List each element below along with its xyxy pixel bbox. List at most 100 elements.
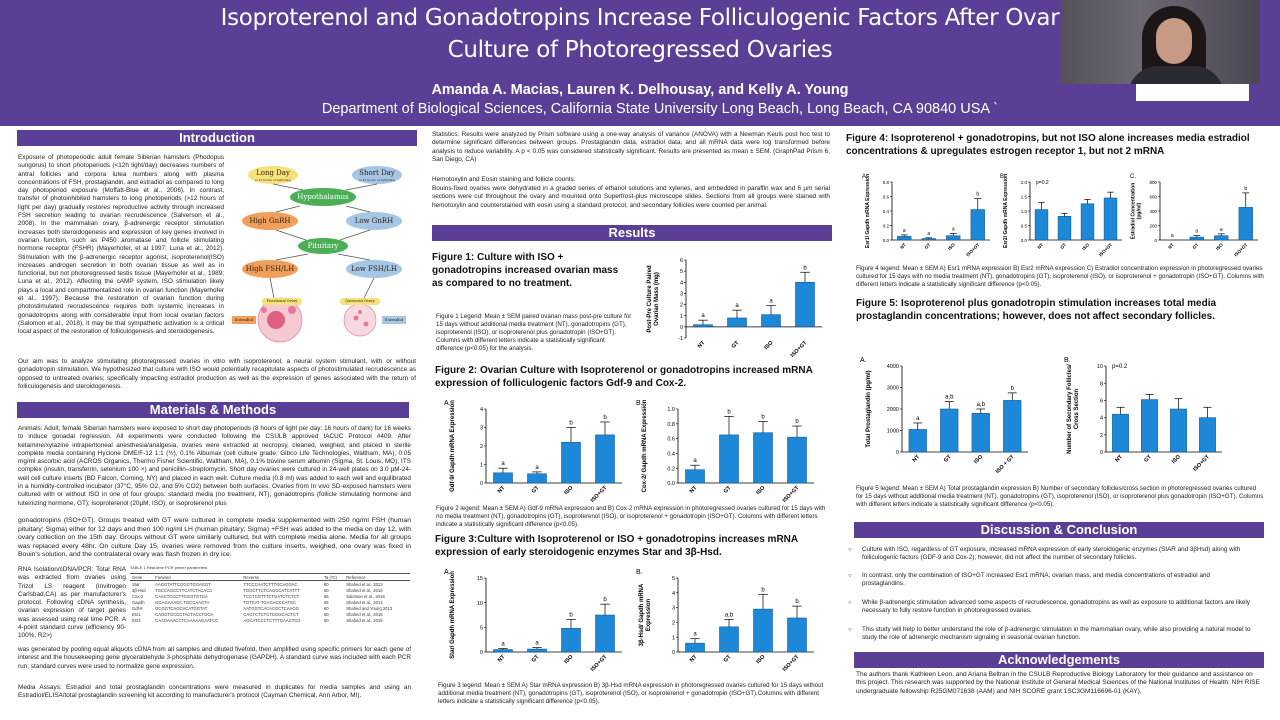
significance-letter: a: [501, 642, 505, 648]
figure2a-chart: A. Gdf-9/ Gapdh mRNA Expression 0 1 2 3 4 a NT a G…: [444, 400, 622, 504]
y-tick-label: 15: [477, 576, 483, 582]
y-tick-label: 1: [672, 635, 675, 641]
y-tick-label: 1.5: [1021, 194, 1028, 199]
table-row: Gapdh GGAGAAAGC TGCCAAGTA TGTCAT TGAGAGCCA…: [130, 599, 410, 605]
table-row: Esr2 CAAGAAACCTCAAAAAGAATCC AGCATCCCTCTTTG…: [130, 617, 410, 623]
panel-label: B.: [636, 569, 643, 576]
bar: [753, 432, 773, 484]
figure3b-chart: B. 3β-Hsd/ Gapdh mRNAExpression 0 1 2 3 4 5 a NT a…: [636, 569, 814, 673]
estradiol-low-label: Estradiol: [382, 316, 406, 324]
significance-letter: a: [952, 226, 955, 232]
bar: [1034, 209, 1049, 241]
bar: [561, 442, 581, 484]
table-cell: Shahed and Young 2013: [346, 605, 393, 611]
y-tick-label: 1: [480, 463, 483, 469]
y-axis-label: 3β-Hsd/ Gapdh mRNAExpression: [639, 583, 652, 646]
table-cell: TCCTCGTTTCTGATCTCTCT: [243, 593, 300, 599]
x-tick-label: ISO+GT: [965, 242, 980, 257]
y-axis-label: Gdf-9/ Gapdh mRNA Expression: [450, 400, 456, 492]
y-tick-label: 0.5: [1021, 223, 1028, 228]
y-axis-label: Cox-2/ Gapdh mRNA Expression: [642, 399, 648, 492]
panel-label: B.: [1000, 174, 1006, 180]
bar: [493, 472, 513, 484]
x-tick-label: GT: [1143, 454, 1153, 464]
figure1-chart: Post-Pre Culture PairedOvarian Mass (mg)…: [647, 258, 822, 359]
y-tick-label: 0.4: [883, 209, 890, 214]
hypothalamus-node: Hypothalamus: [290, 188, 356, 206]
y-tick-label: 0: [672, 650, 675, 656]
x-tick-label: NT: [497, 485, 507, 495]
significance-letter: a: [1171, 233, 1174, 239]
figure4a-chart: A.Esr1/ Gapdh mRNA Expression 0.0 0.2 0.4 0.…: [862, 174, 990, 257]
table-cell: GGAGAAAGC TGCCAAGTA: [155, 599, 210, 605]
bar: [595, 434, 615, 484]
panel-label: A.: [862, 174, 868, 180]
y-tick-label: 0: [680, 325, 683, 331]
table-cell: Esr2: [132, 617, 141, 623]
x-tick-label: NT: [912, 454, 922, 464]
y-tick-label: 2000: [887, 407, 899, 413]
high-gnrh-node: High GnRH: [242, 212, 298, 230]
figure3-legend: Figure 3 legend: Mean ± SEM A) Star mRNA…: [438, 682, 824, 705]
panel-label: A.: [444, 569, 451, 576]
y-tick-label: 6: [680, 258, 683, 264]
x-tick-label: ISO: [755, 654, 766, 665]
y-tick-label: 0: [480, 650, 483, 656]
presenter-shirt: [1128, 66, 1224, 84]
significance-letter: a: [916, 416, 920, 422]
x-tick-label: GT: [1192, 242, 1200, 250]
acknowledgements-text: The authors thank Kathleen Leon, and Ari…: [856, 671, 1260, 695]
high-fsh-lh-node: High FSH/LH: [242, 260, 298, 278]
y-tick-label: 10: [1097, 364, 1103, 370]
methods-animals-paragraph: Animals: Adult, female Siberian hamsters…: [18, 425, 411, 507]
significance-letter: a: [535, 465, 539, 471]
table-cell: AAGGTATTCGGGTGGAGGT: [155, 581, 211, 587]
bar: [561, 628, 581, 653]
table-cell: TGTCAT TGAGAGCCATGC: [243, 599, 297, 605]
section-results: Results: [432, 225, 832, 241]
table-cell: TGGCTTCTCAGGCATCATTT: [243, 587, 300, 593]
table-cell: TTCCCAATCTTTGCAGGAC: [243, 581, 298, 587]
figure4-heading: Figure 4: Isoproterenol + gonadotropins,…: [846, 133, 1250, 157]
y-tick-label: 0.8: [667, 422, 675, 428]
affiliation: Department of Biological Sciences, Calif…: [321, 101, 999, 117]
table-row: Esr1 CAGGTGCCCTACTACCTGGA CAGTCTCTCTGGGCAC…: [130, 611, 410, 617]
x-tick-label: NT: [1036, 242, 1044, 250]
y-tick-label: 2.0: [1021, 180, 1028, 185]
significance-letter: b: [603, 597, 607, 603]
y-tick-label: 2: [672, 621, 675, 627]
panel-label: B.: [636, 400, 643, 407]
x-tick-label: GT: [943, 454, 953, 464]
panel-label: A.: [444, 400, 451, 407]
figure5-legend: Figure 5 legend: Mean ± SEM A) Total pro…: [856, 485, 1264, 508]
y-tick-label: 2: [480, 444, 483, 450]
x-tick-label: ISO: [563, 654, 574, 665]
table-cell: CAGGTGCCCTACTACCTGGA: [155, 611, 214, 617]
significance-letter: a,b: [945, 394, 954, 400]
bar: [971, 413, 990, 453]
significance-letter: a: [769, 299, 773, 305]
x-tick-label: GT: [924, 242, 932, 250]
x-tick-label: ISO+GT: [790, 340, 809, 359]
x-tick-label: ISO: [1215, 242, 1224, 251]
y-tick-label: 3: [680, 292, 683, 298]
discussion-point-4: This study will help to better understan…: [848, 626, 1252, 642]
panel-label: C.: [1130, 174, 1136, 180]
significance-letter: a,b: [977, 402, 986, 408]
bar: [719, 626, 739, 653]
table-cell: Esr1: [132, 611, 141, 617]
significance-letter: b: [569, 421, 573, 427]
significance-letter: b: [727, 409, 731, 415]
table-cell: Cox-2: [132, 593, 144, 599]
bar: [795, 282, 815, 328]
significance-letter: a: [735, 303, 739, 309]
diagram-arrows: [257, 183, 378, 343]
bar: [1141, 399, 1158, 453]
section-acknowledgements: Acknowledgements: [854, 652, 1264, 668]
significance-letter: a: [501, 461, 505, 467]
bar: [719, 434, 739, 484]
y-tick-label: 8: [1100, 381, 1103, 387]
discussion-point-1: Culture with ISO, regardless of GT expos…: [848, 546, 1252, 562]
section-methods: Materials & Methods: [17, 402, 409, 418]
y-tick-label: 4000: [887, 364, 899, 370]
